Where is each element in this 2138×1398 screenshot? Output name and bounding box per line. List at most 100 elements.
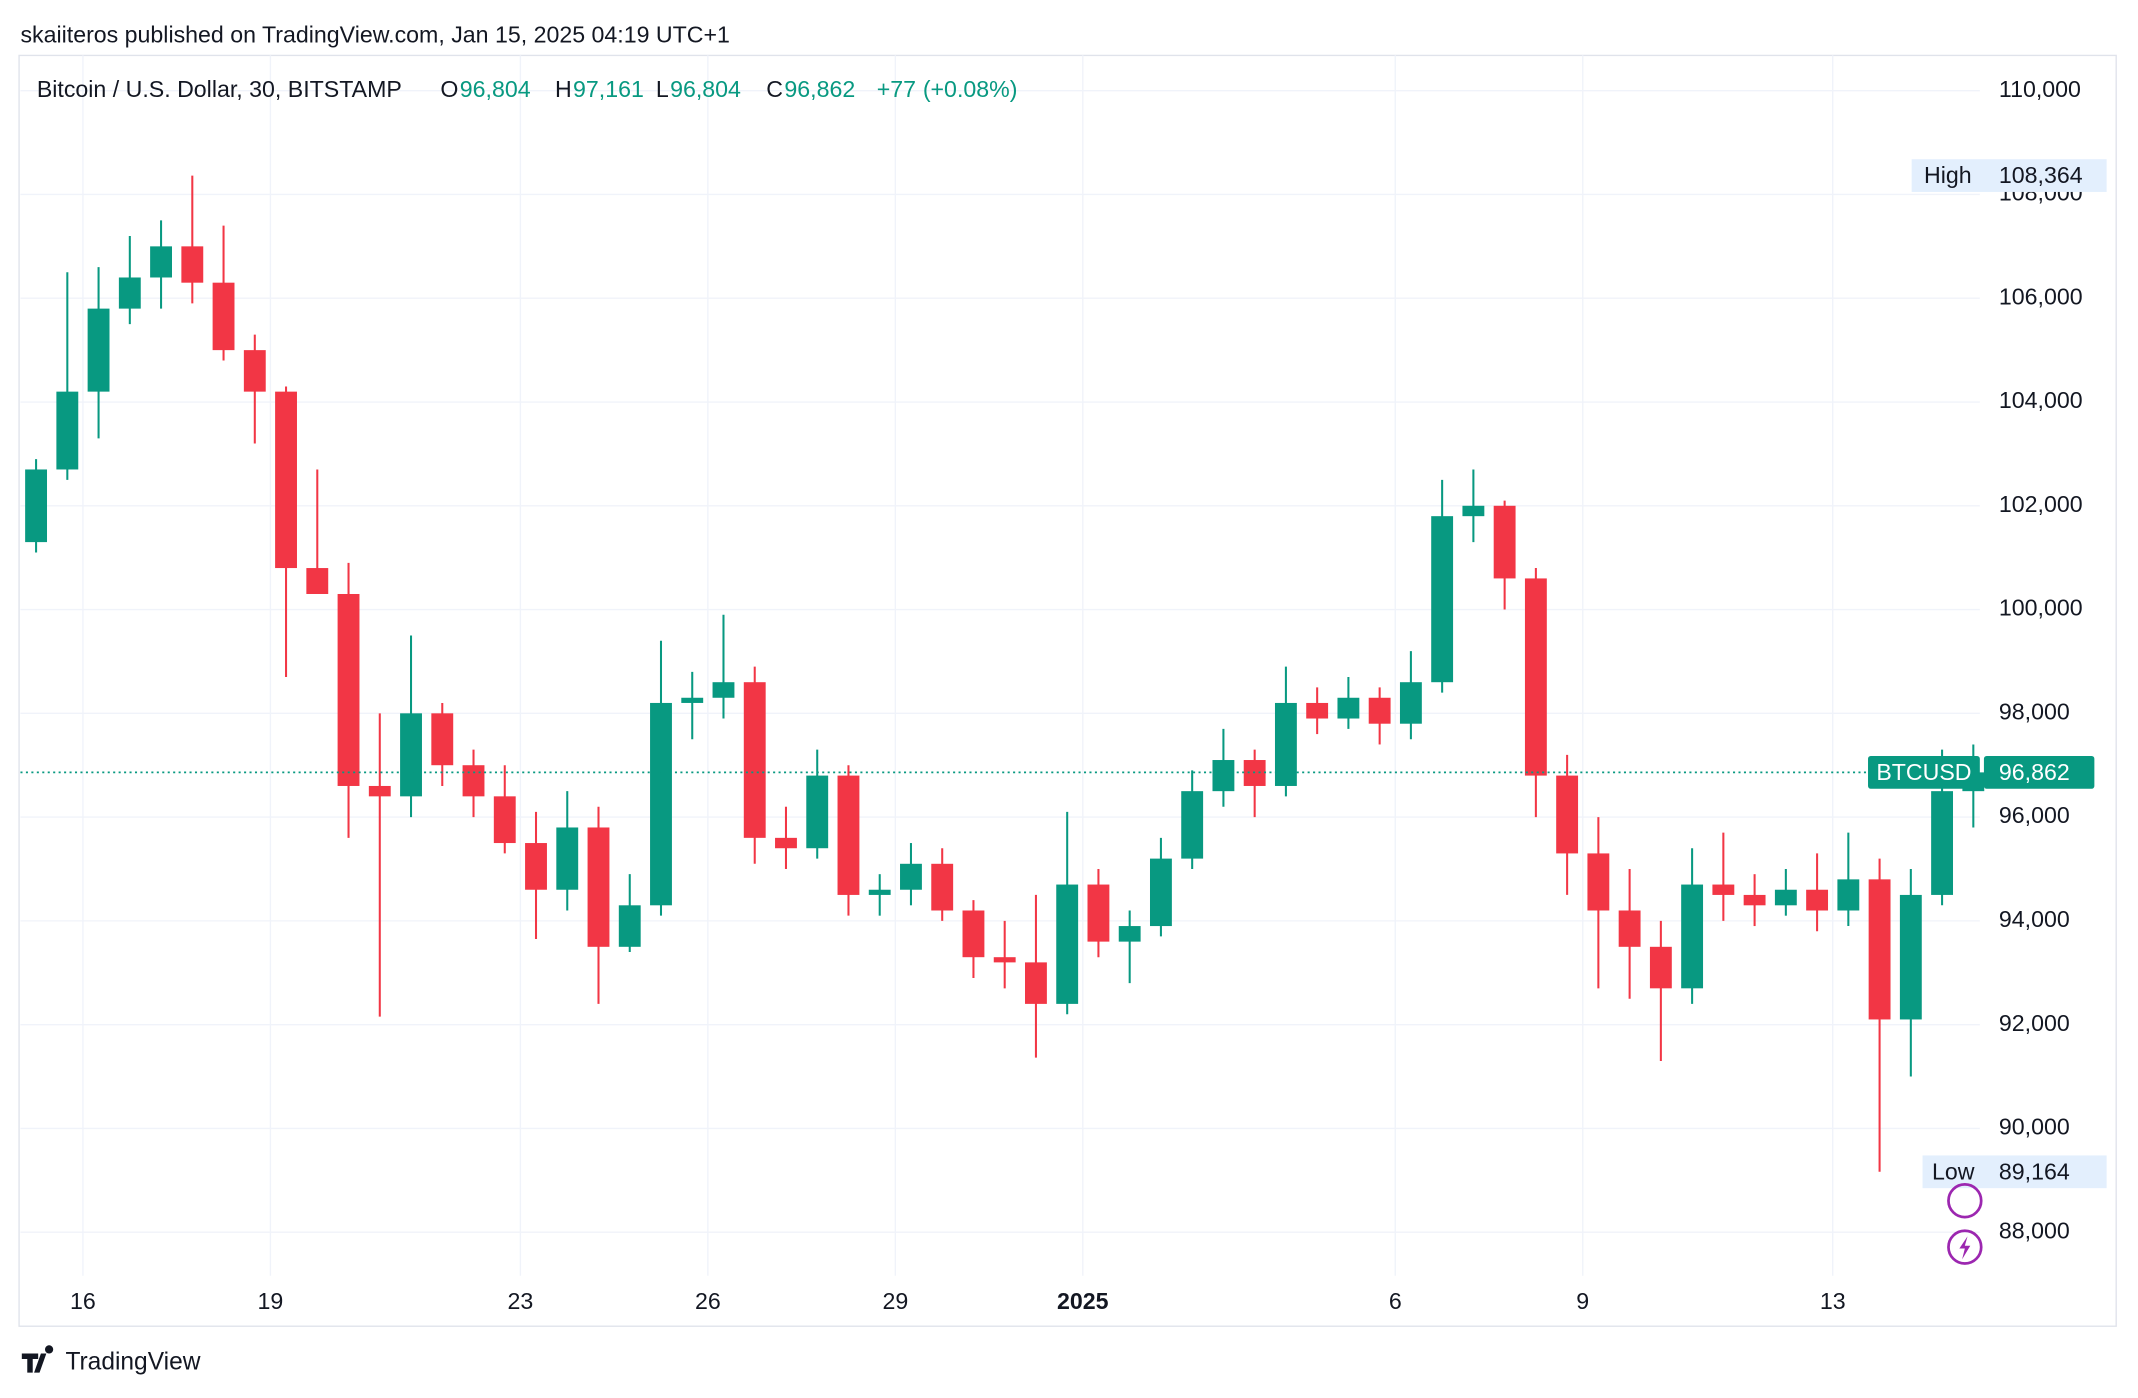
candle-body <box>1774 889 1797 906</box>
candle-body <box>400 713 422 797</box>
candle-body <box>368 785 391 797</box>
brand-icon <box>21 1345 54 1373</box>
candle-body <box>1368 697 1391 724</box>
y-tick-label: 98,000 <box>1999 698 2070 724</box>
candle-body <box>1681 884 1704 989</box>
last-price-value: 96,862 <box>1999 759 2070 785</box>
candle-body <box>1337 697 1360 719</box>
candle-body <box>306 568 329 594</box>
candle-body <box>1524 578 1547 776</box>
candle-body <box>868 889 891 895</box>
candle-body <box>462 765 485 797</box>
candle-body <box>962 910 985 958</box>
x-tick-label: 2025 <box>1057 1288 1109 1314</box>
change: +77 <box>877 76 916 102</box>
candle-body <box>1931 791 1954 895</box>
assistant-icon[interactable] <box>1947 1183 1983 1219</box>
x-tick-label: 19 <box>258 1288 284 1314</box>
candle-body <box>650 702 672 906</box>
ohlc-key: O <box>440 76 458 102</box>
candle-body <box>150 246 172 278</box>
candle-body <box>1306 702 1329 719</box>
brand-logo: TradingView <box>21 1345 201 1376</box>
candle-body <box>118 277 141 309</box>
candle-body <box>1431 516 1454 683</box>
price-marker-value: 89,164 <box>1999 1158 2070 1184</box>
candle-body <box>431 713 454 766</box>
y-tick-label: 110,000 <box>1999 76 2081 102</box>
y-tick-label: 94,000 <box>1999 906 2070 932</box>
x-tick-label: 26 <box>695 1288 721 1314</box>
candle-body <box>618 905 641 947</box>
candle-body <box>1118 926 1141 942</box>
candle-body <box>525 843 547 890</box>
ohlc-value: 96,804 <box>670 76 741 102</box>
chart-frame <box>18 54 2117 1327</box>
last-price-name: BTCUSD <box>1876 759 1971 785</box>
y-tick-label: 92,000 <box>1999 1010 2070 1036</box>
change-percent: (+0.08%) <box>923 76 1018 102</box>
candle-body <box>1462 505 1485 517</box>
ohlc-key: L <box>656 76 669 102</box>
y-tick-label: 106,000 <box>1999 283 2083 309</box>
y-tick-label: 104,000 <box>1999 387 2083 413</box>
candle-body <box>275 391 297 569</box>
candle-body <box>1712 884 1735 895</box>
candle-body <box>681 697 704 703</box>
ohlc-key: C <box>766 76 783 102</box>
candle-body <box>712 682 735 698</box>
price-marker-label: Low <box>1932 1158 1975 1184</box>
price-marker-value: 108,364 <box>1999 162 2083 188</box>
candle-body <box>493 796 516 844</box>
candle-body <box>900 863 922 890</box>
candle-body <box>1556 775 1579 854</box>
candle-body <box>1899 894 1922 1020</box>
x-tick-label: 29 <box>882 1288 908 1314</box>
last-price-name-box <box>1868 756 1980 789</box>
brand-name: TradingView <box>65 1349 200 1376</box>
candle-body <box>1181 791 1204 859</box>
price-marker-box <box>1911 159 2107 192</box>
candle-body <box>993 957 1016 963</box>
candle-body <box>806 775 829 849</box>
price-marker-box <box>1922 1155 2107 1189</box>
x-tick-label: 9 <box>1576 1288 1589 1314</box>
candle-body <box>1212 760 1235 792</box>
x-tick-label: 16 <box>70 1288 96 1314</box>
candle-body <box>337 593 360 786</box>
alert-icon[interactable] <box>1947 1229 1983 1265</box>
candle-body <box>87 308 110 392</box>
candle-body <box>1025 962 1047 1004</box>
candle-body <box>243 350 266 392</box>
candle-body <box>1056 884 1079 1004</box>
candle-body <box>1493 505 1516 579</box>
candle-body <box>1399 682 1422 724</box>
candle-body <box>1087 884 1110 942</box>
candle-body <box>212 282 235 351</box>
candle-body <box>587 827 610 947</box>
ohlc-value: 96,862 <box>784 76 855 102</box>
candle-body <box>25 469 48 543</box>
x-tick-label: 6 <box>1389 1288 1402 1314</box>
candle-body <box>56 391 79 470</box>
candle-body <box>556 827 579 890</box>
candle-body <box>931 863 954 911</box>
overlay: O 96,804 H 97,161 L 96,804 C 96,862 +77 (+0.08%)8… <box>20 76 2107 1314</box>
chart-title: Bitcoin / U.S. Dollar, 30, BITSTAMP <box>37 76 402 102</box>
candle-body <box>1649 946 1672 989</box>
side-icons <box>1947 1183 1983 1265</box>
x-tick-label: 23 <box>508 1288 534 1314</box>
y-tick-label: 90,000 <box>1999 1114 2070 1140</box>
y-tick-label: 102,000 <box>1999 491 2083 517</box>
candle-body <box>1149 858 1172 927</box>
candle-body <box>1837 879 1860 911</box>
attribution: skaiiteros published on TradingView.com,… <box>20 21 730 47</box>
x-tick-label: 13 <box>1820 1288 1846 1314</box>
candles <box>25 175 1985 1172</box>
ohlc-value: 97,161 <box>573 76 644 102</box>
candle-body <box>1587 853 1610 911</box>
bolt <box>1959 1236 1971 1260</box>
candle-body <box>1868 879 1891 1020</box>
y-tick-label: 88,000 <box>1999 1217 2070 1243</box>
